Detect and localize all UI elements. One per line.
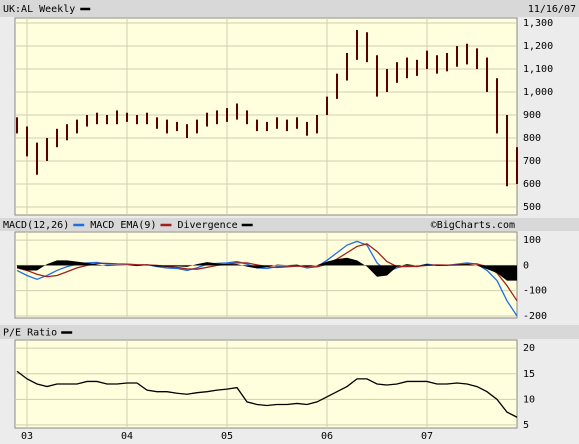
plot-area (14, 17, 518, 216)
legend-label: MACD(12,26) (3, 220, 69, 231)
x-tick-label: 07 (421, 431, 433, 442)
y-tick-label: 0 (523, 260, 529, 271)
y-tick-label: 100 (523, 235, 541, 246)
y-tick-label: 1,000 (523, 87, 553, 98)
y-tick-label: 500 (523, 202, 541, 213)
y-tick-label: 700 (523, 156, 541, 167)
legend-label: Divergence (177, 220, 237, 231)
y-tick-label: 20 (523, 343, 535, 354)
header-bar (0, 325, 579, 339)
y-tick-label: 1,300 (523, 18, 553, 29)
y-tick-label: 900 (523, 110, 541, 121)
panel-title: UK:AL Weekly (3, 4, 75, 15)
y-tick-label: 5 (523, 420, 529, 431)
x-tick-label: 04 (121, 431, 133, 442)
plot-area (14, 231, 518, 319)
header-bar (0, 218, 579, 231)
y-tick-label: 1,100 (523, 64, 553, 75)
legend-label: MACD EMA(9) (90, 220, 156, 231)
annotation: ©BigCharts.com (431, 220, 515, 231)
plot-area (14, 339, 518, 429)
x-tick-label: 05 (221, 431, 233, 442)
y-tick-label: 1,200 (523, 41, 553, 52)
header-bar (0, 0, 579, 17)
y-tick-label: -100 (523, 286, 547, 297)
panel-date: 11/16/07 (528, 4, 576, 15)
series-line (16, 370, 518, 418)
y-tick-label: 600 (523, 179, 541, 190)
y-tick-label: 15 (523, 369, 535, 380)
y-tick-label: 10 (523, 394, 535, 405)
legend-label: P/E Ratio (3, 328, 57, 339)
x-tick-label: 06 (321, 431, 333, 442)
y-tick-label: 800 (523, 133, 541, 144)
y-tick-label: -200 (523, 311, 547, 322)
x-tick-label: 03 (21, 431, 33, 442)
